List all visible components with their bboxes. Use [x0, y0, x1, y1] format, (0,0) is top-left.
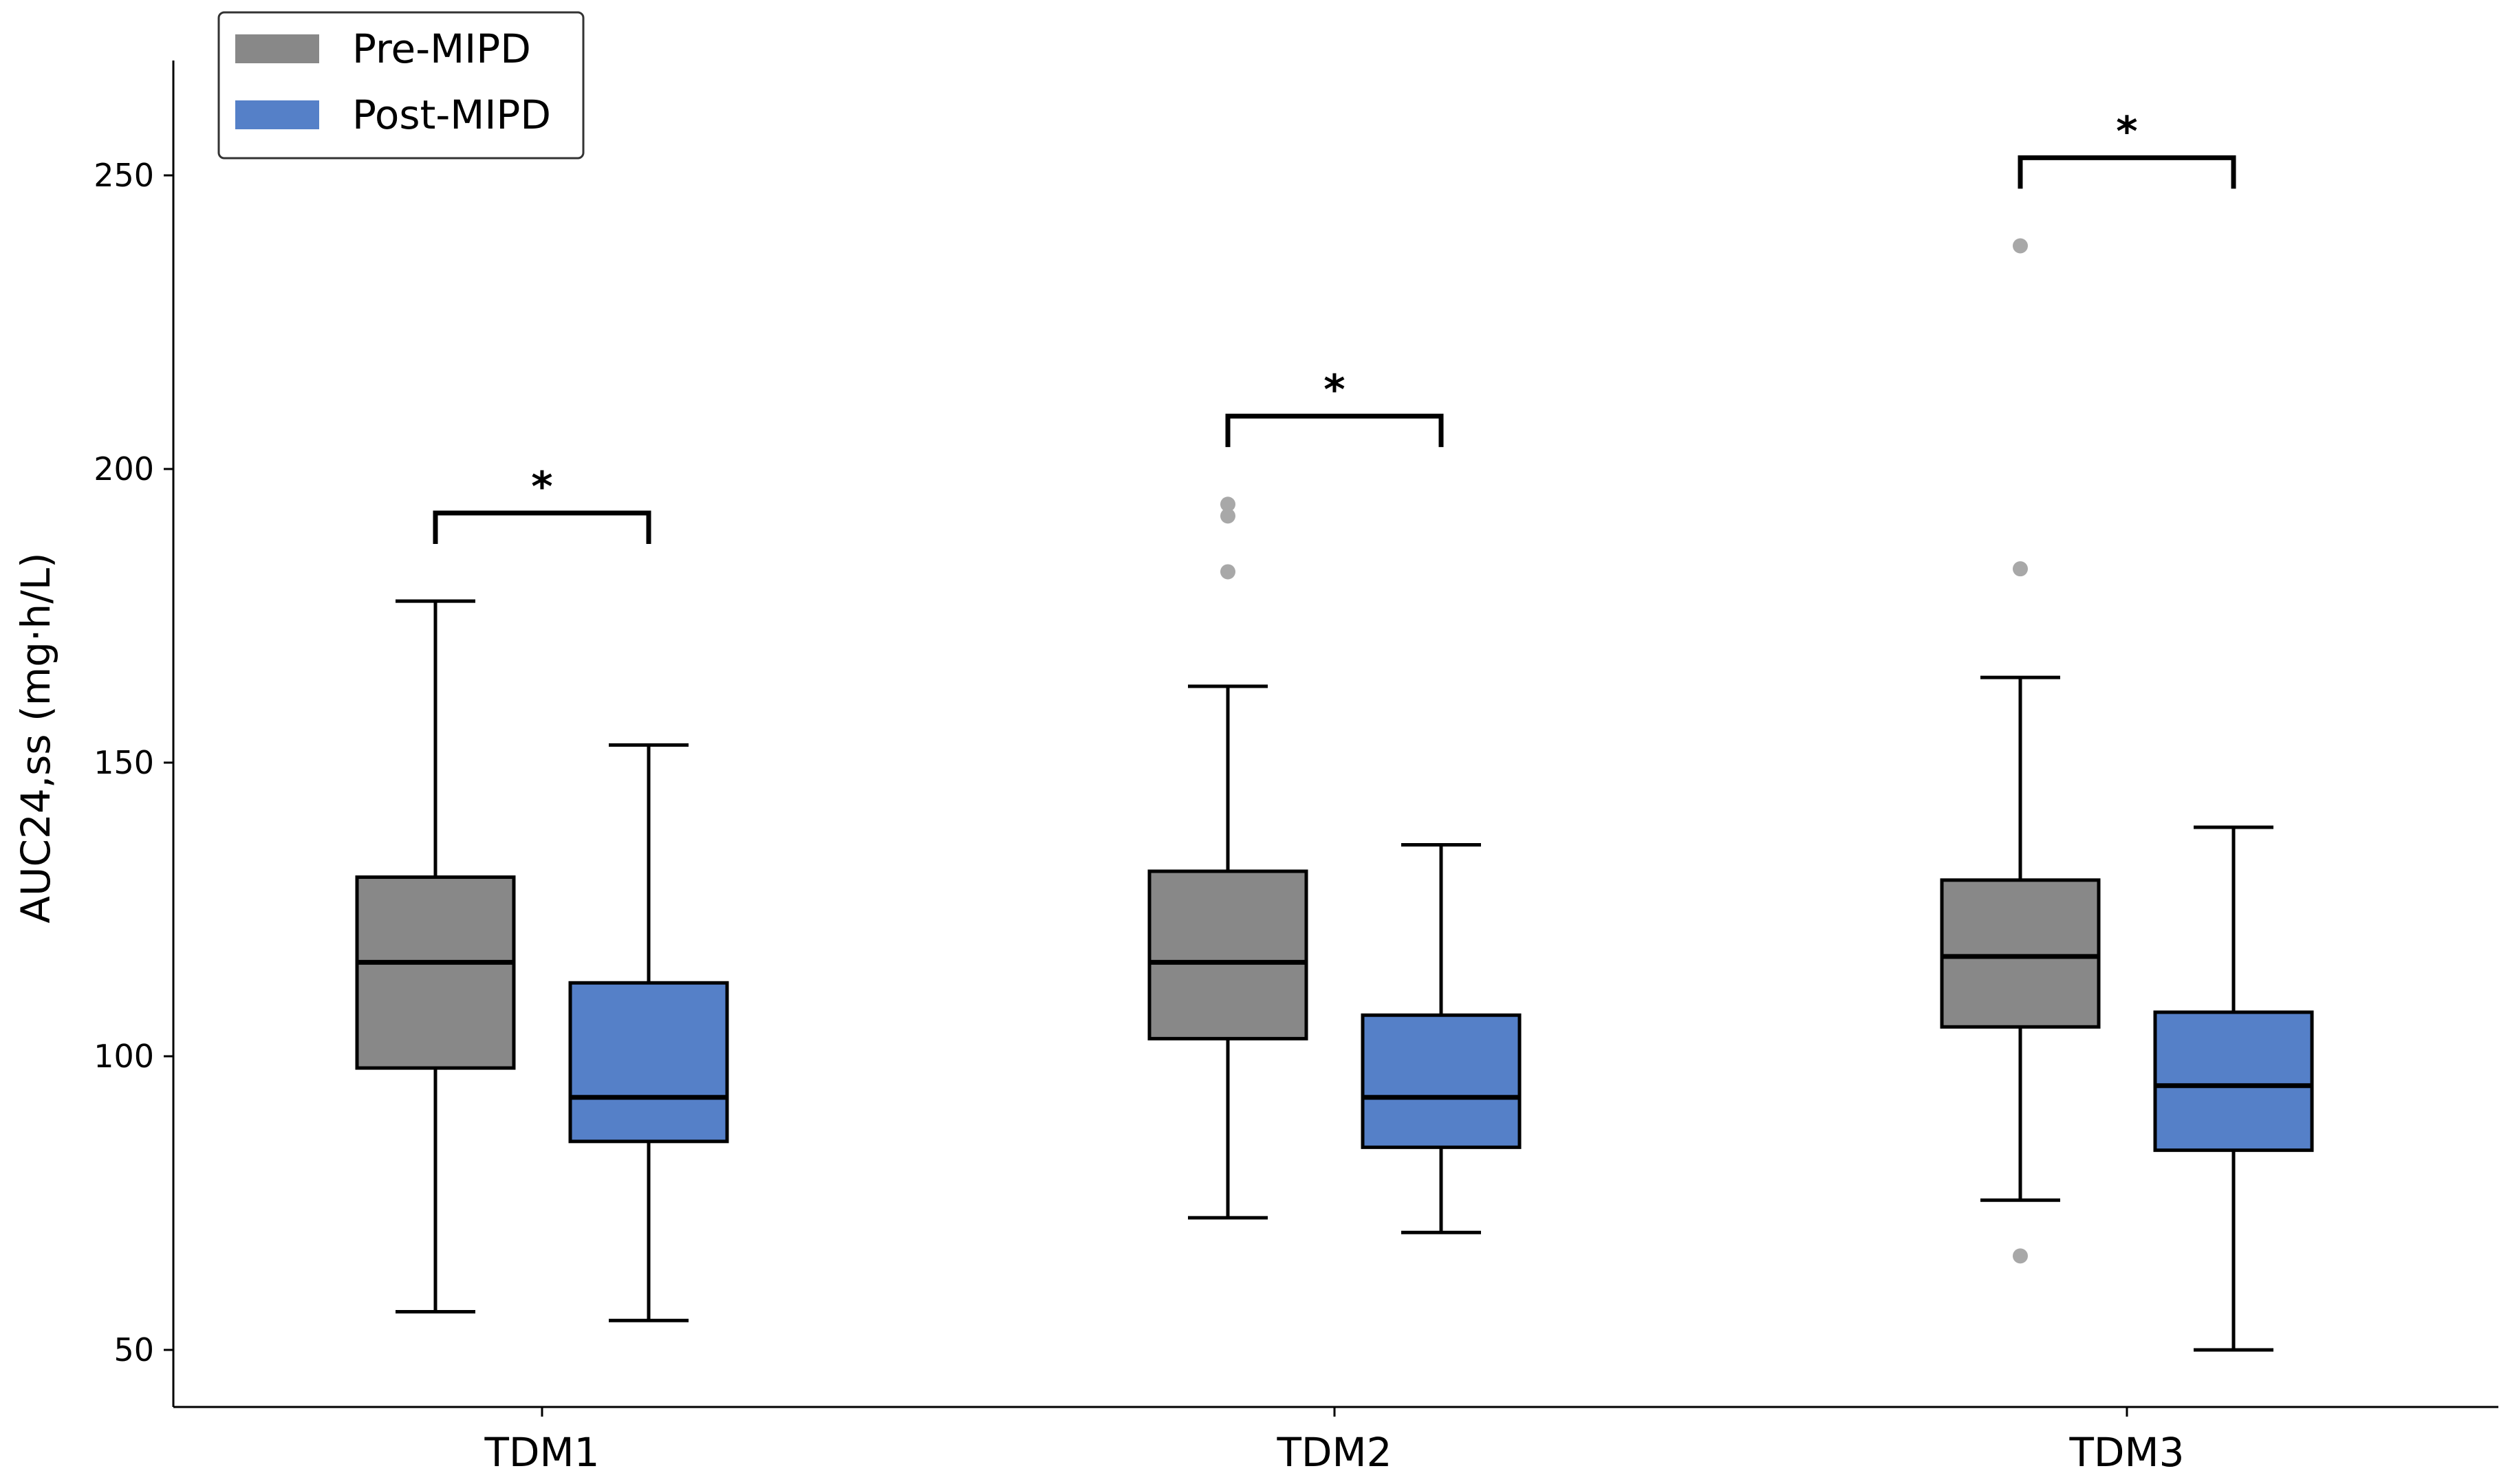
- significance-bracket-tdm2: [1225, 413, 1444, 448]
- pre-mipd-tdm2-outlier-1: [1220, 508, 1235, 524]
- x-tick-label-tdm1: TDM1: [484, 1429, 599, 1476]
- legend: Pre-MIPD Post-MIPD: [217, 11, 585, 160]
- post-mipd-tdm3-box: [2153, 1010, 2314, 1153]
- y-tick-label-150: 150: [94, 744, 154, 781]
- legend-label-pre-mipd: Pre-MIPD: [352, 25, 531, 72]
- pre-mipd-tdm2-box: [1147, 869, 1308, 1040]
- significance-bracket-tdm3: [2018, 155, 2236, 189]
- y-tick-label-50: 50: [113, 1331, 154, 1368]
- significance-bracket-tdm1: [433, 510, 651, 545]
- y-tick-label-200: 200: [94, 450, 154, 488]
- plot-area: * * *: [355, 107, 2314, 1352]
- pre-mipd-tdm3-box: [1940, 878, 2101, 1029]
- x-tick-label-tdm2: TDM2: [1276, 1429, 1392, 1476]
- x-tick-label-tdm3: TDM3: [2068, 1429, 2184, 1476]
- legend-swatch-pre-mipd: [235, 34, 319, 63]
- axes: 50 100 150 200 250 TDM1 TDM2 TDM3: [94, 61, 2498, 1476]
- pre-mipd-tdm2-outlier-2: [1220, 497, 1235, 512]
- legend-label-post-mipd: Post-MIPD: [352, 91, 551, 138]
- y-tick-label-100: 100: [94, 1038, 154, 1075]
- significance-label-tdm2: *: [1323, 366, 1345, 414]
- pre-mipd-tdm1-box: [355, 875, 516, 1070]
- significance-label-tdm1: *: [531, 463, 552, 511]
- pre-mipd-tdm2-outlier-0: [1220, 564, 1235, 580]
- legend-swatch-post-mipd: [235, 100, 319, 129]
- pre-mipd-tdm3-outlier-1: [2013, 561, 2028, 577]
- pre-mipd-tdm3-outlier-0: [2013, 1248, 2028, 1264]
- post-mipd-tdm2-box: [1361, 1013, 1522, 1149]
- significance-label-tdm3: *: [2116, 107, 2137, 155]
- y-tick-label-250: 250: [94, 157, 154, 194]
- pre-mipd-tdm3-outlier-2: [2013, 238, 2028, 254]
- post-mipd-tdm1-box: [568, 981, 729, 1144]
- y-axis-label: AUC24,ss (mg·h/L): [12, 552, 59, 923]
